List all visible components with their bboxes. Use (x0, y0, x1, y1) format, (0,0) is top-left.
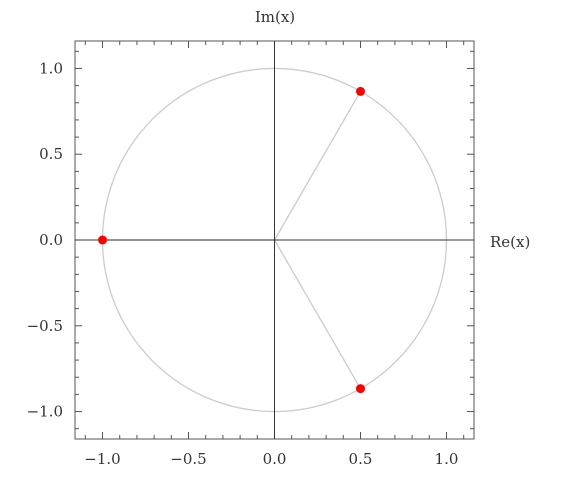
axes-group (75, 41, 474, 439)
y-tick-label: 0.0 (39, 231, 63, 249)
x-tick-label: −0.5 (170, 450, 206, 468)
x-tick-label: 0.0 (263, 450, 287, 468)
y-tick-label: 0.5 (39, 145, 63, 163)
x-tick-label: 0.5 (349, 450, 373, 468)
x-tick-label: 1.0 (435, 450, 459, 468)
ray-line (273, 239, 362, 389)
ray-line (273, 91, 362, 241)
y-tick-label: −1.0 (27, 403, 63, 421)
data-point (355, 384, 365, 394)
x-axis-label: Re(x) (490, 233, 530, 251)
data-point (98, 235, 108, 245)
y-tick-label: −0.5 (27, 317, 63, 335)
tick-marks (75, 41, 474, 439)
tick-labels-group: −1.0 −0.5 0.0 0.5 1.0 −1.0 −0.5 0.0 0.5 1.0 (27, 59, 459, 468)
data-point (355, 86, 365, 96)
x-tick-label: −1.0 (84, 450, 120, 468)
y-axis-label: Im(x) (255, 8, 295, 26)
points-group (98, 86, 365, 394)
y-tick-label: 1.0 (39, 59, 63, 77)
